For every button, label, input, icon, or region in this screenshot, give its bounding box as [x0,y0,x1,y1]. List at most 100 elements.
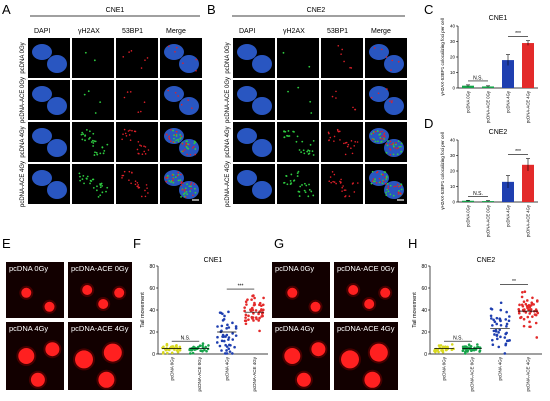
panelF-point [231,338,235,341]
panelE-comet-image-2 [6,322,64,390]
panelF-point [261,303,265,307]
panelH-point [496,337,499,341]
panelH-point [499,323,503,327]
panelC-xtick-label-3: pcDNA-ACE 4Gy [526,90,531,123]
panelD-ytick-label-0: 0 [452,200,455,205]
panelF-point [234,327,238,330]
panelB-micrograph-r1-c1 [277,80,319,120]
panelF-ytick-label-3: 60 [149,286,155,292]
panelH-point [504,342,508,346]
panelH-point [505,322,509,326]
panelH-point [524,302,528,306]
panelF-point [201,350,204,353]
panelF-point [249,309,253,313]
panelF-point [220,349,223,352]
panelF-point [175,349,179,352]
panelH-point [523,290,527,293]
panelH-point [491,338,494,342]
panelF-point [251,294,254,298]
panelE-comet-image-3 [68,322,132,390]
panelF-point [244,316,247,319]
panelD-bar-3 [522,164,534,202]
panelF-point [222,317,226,321]
panelB-column-0: DAPI [239,28,255,35]
panelH-point [470,349,473,352]
panelA-column-2: 53BP1 [122,28,143,35]
panelF-point [201,344,204,348]
panelF-point [178,345,182,349]
panelE-comet-label-3: pcDNA-ACE 4Gy [71,324,129,333]
panelG-comet-image-2 [272,322,330,390]
panelF-point [231,332,234,335]
panel-letter-G: G [274,236,284,251]
panelF-point [247,318,250,321]
panelH-point [494,328,498,332]
panelF-point [258,316,261,320]
panelH-point [503,336,507,339]
panelH-sig-label-0: N.S. [453,336,463,342]
panelF-point [220,324,224,328]
panelC-ytick-label-3: 30 [450,39,456,44]
panelH-point [466,349,470,352]
panelH-point [504,318,508,321]
panelF-point [225,327,228,330]
panelB-micrograph-r1-c3 [365,80,407,120]
panelA-micrograph-r0-c3 [160,38,202,78]
panelD-ytick-label-3: 30 [450,153,456,158]
panelH-point [526,299,529,302]
panelF-point [161,352,165,355]
panelF-point [227,310,230,314]
panelH-series-2 [489,301,511,355]
panelH-point [507,339,510,342]
panelH-ytick-label-2: 40 [421,308,427,314]
panelF-point [223,314,226,318]
panelA-row-3: pcDNA-ACE 4Gy [20,161,26,207]
panelB-row-0: pcDNA 0Gy [225,42,231,73]
panelH-point [490,317,493,320]
panelC-bar-3 [522,43,534,88]
panelA-micrograph-r2-c1 [72,122,114,162]
panelH-point [489,314,493,318]
panelF-scatter-chart: CNE1 Tail movement 0 20 40 60 80 pcDNA 0Gy pcDNA… [140,257,268,392]
panelA-micrograph-r1-c1 [72,80,114,120]
panelF-point [166,351,169,355]
panelF-point [201,342,205,345]
panelH-point [499,301,503,305]
panelH-point [504,332,508,336]
panelD-sig-label-1: *** [515,149,521,155]
panelH-point [441,350,445,354]
panelB-micrograph-r0-c1 [277,38,319,78]
panelG-comet-label-2: pcDNA 4Gy [275,324,314,333]
panelG-comet-label-1: pcDNA-ACE 0Gy [337,264,395,273]
panelF-point [243,319,247,323]
panelH-scatter-chart: CNE2 Tail movement 0 20 40 60 80 pcDNA 0Gy pcDNA… [412,257,542,392]
panelB-column-3: Merge [371,28,391,35]
panelH-point [507,319,511,323]
panelH-point [450,343,454,346]
panelH-point [463,352,467,355]
panelF-point [257,319,260,322]
panelE-comet-label-2: pcDNA 4Gy [9,324,48,333]
panelH-point [499,335,502,339]
panelH-point [497,331,500,334]
panelF-point [188,347,192,351]
panelA-row-0: pcDNA 0Gy [20,42,26,73]
panelF-point [233,345,236,349]
panelD-ytick-label-1: 10 [450,184,456,189]
panelH-title: CNE2 [477,257,496,264]
panelH-point [437,350,440,354]
panelA-micrograph-grid [28,38,202,204]
panelD-xtick-label-1: pcDNA-ACE 0Gy [486,204,491,237]
panelH-point [529,304,533,307]
panelH-xtick-label-1: pcDNA-ACE 0Gy [470,356,475,391]
panelH-point [526,315,530,319]
panelB-micrograph-grid [233,38,407,204]
panelA-micrograph-r3-c1 [72,164,114,204]
panelF-point [203,348,206,352]
panelF-point [218,311,222,314]
panelA-micrograph-r1-c3 [160,80,202,120]
panelF-point [245,303,248,306]
panel-letter-A: A [2,2,11,17]
panelH-point [491,324,494,327]
panelA-column-3: Merge [166,28,186,35]
